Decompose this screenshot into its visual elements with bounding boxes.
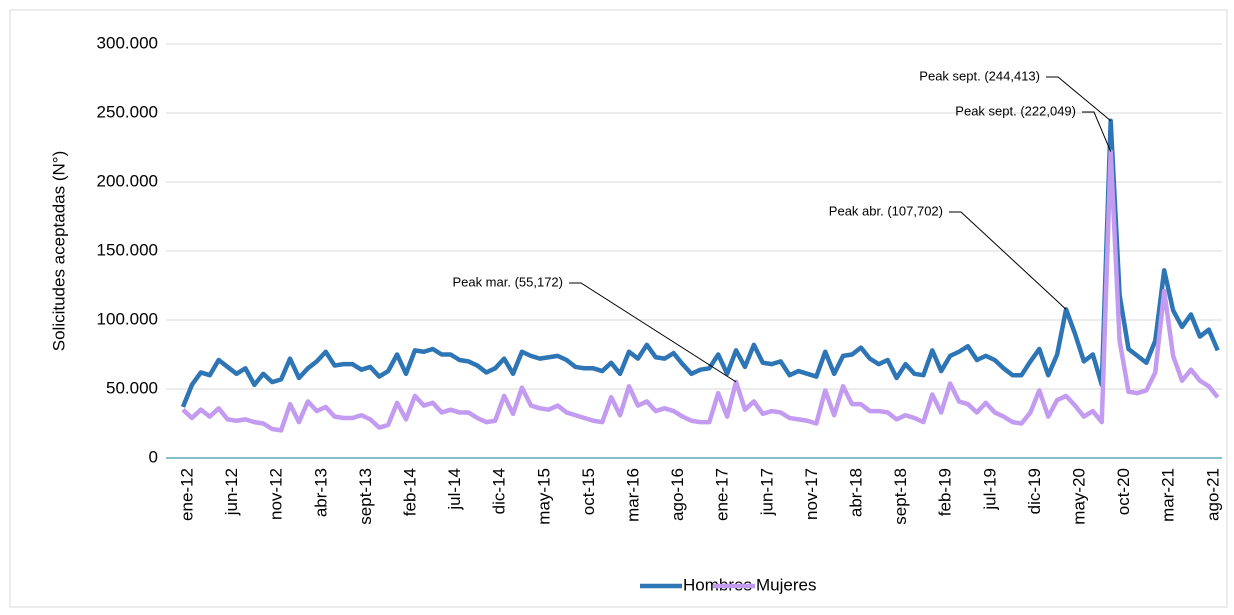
x-tick-label: abr-18 xyxy=(846,468,865,517)
x-tick-label: sept-13 xyxy=(356,468,375,525)
x-tick-label: dic-19 xyxy=(1025,468,1044,514)
annotation-leader xyxy=(1082,111,1112,152)
y-axis-label: Solicitudes aceptadas (N°) xyxy=(49,151,68,352)
x-tick-label: ago-21 xyxy=(1203,468,1222,521)
annotation-leader xyxy=(1046,76,1111,122)
x-tick-label: jun-17 xyxy=(757,468,776,516)
x-tick-label: mar-21 xyxy=(1159,468,1178,522)
series-line xyxy=(181,149,1220,433)
x-tick-label: dic-14 xyxy=(490,468,509,514)
x-tick-label: jul-14 xyxy=(445,468,464,511)
y-tick-label: 100.000 xyxy=(97,309,158,328)
annotation: Peak mar. (55,172) xyxy=(452,274,563,289)
x-tick-label: may-20 xyxy=(1069,468,1088,525)
x-tick-label: oct-15 xyxy=(579,468,598,515)
x-tick-label: oct-20 xyxy=(1114,468,1133,515)
chart-frame xyxy=(9,9,1228,608)
x-tick-label: jul-19 xyxy=(980,468,999,511)
x-tick-label: nov-12 xyxy=(267,468,286,520)
x-tick-label: mar-16 xyxy=(623,468,642,522)
series-line xyxy=(180,118,1220,408)
annotation-leader xyxy=(949,211,1067,310)
y-tick-label: 50.000 xyxy=(106,378,158,397)
x-tick-label: ene-12 xyxy=(177,468,196,521)
y-tick-label: 0 xyxy=(149,447,158,466)
annotation: Peak sept. (244,413) xyxy=(919,68,1040,83)
x-tick-label: nov-17 xyxy=(802,468,821,520)
x-tick-label: feb-14 xyxy=(400,468,419,516)
x-tick-label: ene-17 xyxy=(713,468,732,521)
legend-label: Mujeres xyxy=(756,575,816,594)
x-tick-label: abr-13 xyxy=(311,468,330,517)
x-tick-label: feb-19 xyxy=(936,468,955,516)
y-tick-label: 150.000 xyxy=(97,240,158,259)
y-tick-label: 250.000 xyxy=(97,102,158,121)
annotation-leader xyxy=(569,282,737,383)
y-tick-label: 200.000 xyxy=(97,171,158,190)
y-tick-label: 300.000 xyxy=(97,33,158,52)
x-tick-label: may-15 xyxy=(534,468,553,525)
x-tick-label: jun-12 xyxy=(222,468,241,516)
annotation: Peak sept. (222,049) xyxy=(955,103,1076,118)
annotation: Peak abr. (107,702) xyxy=(829,203,943,218)
x-tick-label: ago-16 xyxy=(668,468,687,521)
x-tick-label: sept-18 xyxy=(891,468,910,525)
